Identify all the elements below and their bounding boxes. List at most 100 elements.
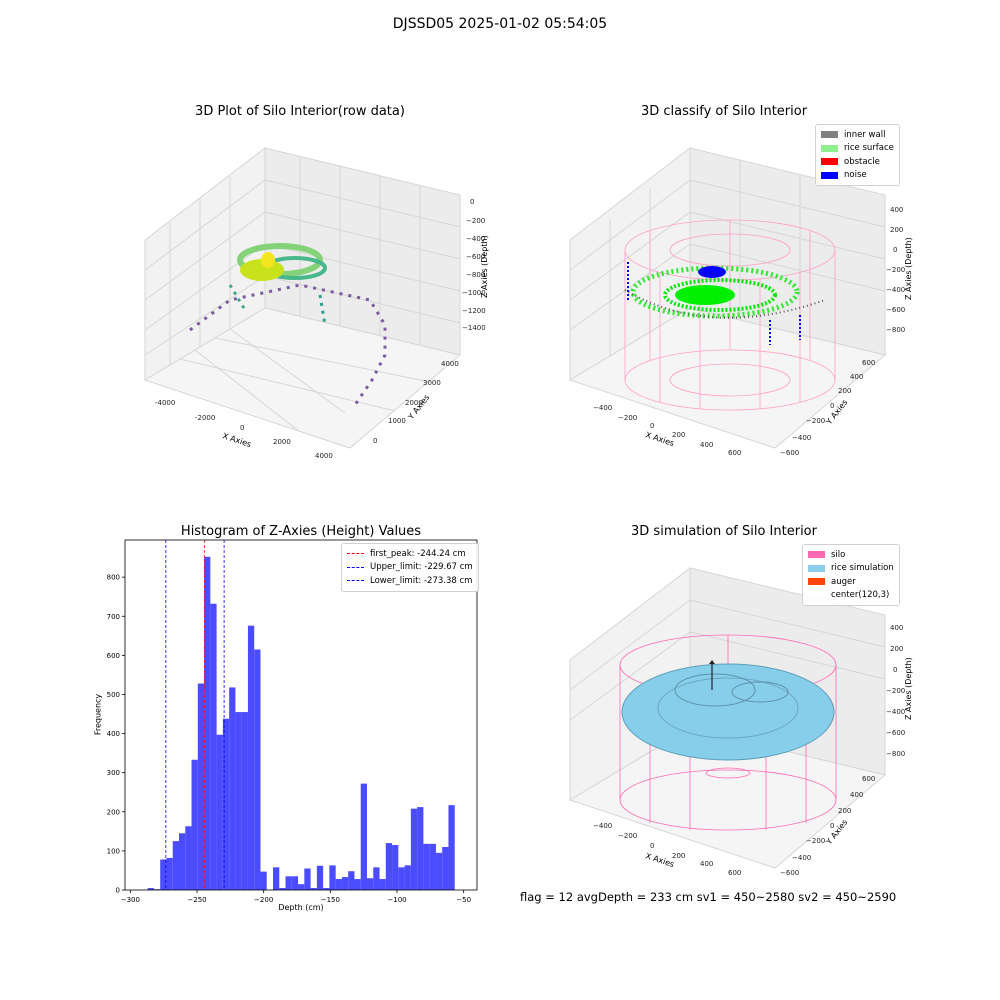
histogram-bar [185, 826, 192, 890]
raw-x-tick: 4000 [315, 452, 333, 460]
legend-entry-center: center(120,3) [831, 590, 890, 601]
silo-wireframe [624, 219, 836, 411]
sim-y-tick: 600 [862, 775, 875, 783]
histogram-y-tick-label: 0 [116, 887, 120, 895]
classify-x-tick: 0 [650, 422, 654, 430]
histogram-bar [166, 857, 173, 890]
sim-x-tick: 600 [728, 869, 741, 877]
raw-x-tick: -4000 [155, 399, 175, 407]
histogram-bar [229, 687, 236, 890]
legend-entry-inner-wall: inner wall [821, 128, 894, 142]
histogram-bar [442, 846, 449, 890]
classify-y-tick: 400 [850, 373, 863, 381]
simulation-plot-title: 3D simulation of Silo Interior [631, 524, 817, 539]
histogram-bar [160, 859, 167, 890]
sim-y-tick: −200 [806, 837, 825, 845]
histogram-bar [385, 843, 393, 890]
sim-x-tick: 400 [700, 860, 713, 868]
histogram-bar [172, 841, 179, 890]
status-line: flag = 12 avgDepth = 233 cm sv1 = 450~25… [520, 890, 897, 904]
raw-y-tick: 2000 [405, 399, 423, 407]
histogram-bar [348, 871, 355, 890]
raw-z-label: Z Axies (Depth) [480, 235, 489, 298]
histogram-bar [291, 876, 299, 890]
simulation-tick-labels: −400 −200 0 200 400 600 −600 −400 −200 0… [593, 624, 905, 877]
histogram-bar [423, 843, 430, 890]
histogram-bar [210, 603, 217, 890]
histogram-bar [354, 879, 361, 890]
histogram-bar [398, 867, 405, 890]
simulation-3d-plot: −400 −200 0 200 400 600 −600 −400 −200 0… [568, 566, 913, 877]
legend-entry-silo: silo [808, 548, 894, 562]
histogram-bar [298, 884, 305, 890]
legend-entry-noise: noise [821, 169, 894, 183]
sim-x-label: X Axies [644, 851, 675, 869]
histogram-bar [304, 868, 311, 890]
sim-z-label: Z Axies (Depth) [904, 657, 913, 720]
histogram-bars [147, 556, 455, 890]
histogram-bar [360, 783, 367, 890]
histogram-x-label: Depth (cm) [278, 903, 324, 912]
histogram-bar [448, 805, 455, 890]
histogram-frame [124, 539, 478, 891]
raw-plot-title: 3D Plot of Silo Interior(row data) [195, 104, 405, 119]
classify-z-tick: −200 [886, 266, 905, 274]
histogram-y-tick-label: 800 [107, 574, 120, 582]
classify-x-tick: 600 [728, 449, 741, 457]
raw-x-tick: -2000 [195, 414, 215, 422]
histogram-y-tick-label: 200 [107, 808, 120, 816]
histogram-y-tick-label: 600 [107, 652, 120, 660]
histogram-title: Histogram of Z-Axies (Height) Values [180, 524, 422, 539]
histogram-bar [323, 888, 330, 890]
histogram-bar [316, 865, 324, 890]
legend-entry-auger: auger [808, 575, 894, 589]
raw-y-tick: 1000 [388, 417, 406, 425]
histogram-bar [341, 877, 349, 890]
sim-z-tick: −800 [886, 750, 905, 758]
histogram-bar [310, 888, 317, 890]
sim-z-tick: 200 [890, 645, 903, 653]
simulation-legend: silo rice simulation auger center(120,3) [802, 544, 900, 606]
histogram-x-tick-label: −250 [187, 896, 206, 904]
histogram-axes: −300 −250 −200 −150 −100 −50 0 100 200 300 400 500 6… [107, 574, 471, 904]
classify-y-tick: 0 [830, 402, 834, 410]
raw-tick-labels: -4000 -2000 0 2000 4000 0 1000 2000 3000… [155, 198, 486, 460]
sim-x-tick: −400 [593, 822, 612, 830]
histogram-bar [329, 865, 336, 890]
sim-y-tick: 400 [850, 791, 863, 799]
classify-x-tick: −200 [618, 414, 637, 422]
histogram-bar [379, 879, 386, 890]
raw-z-tick: −400 [466, 235, 485, 243]
sim-x-tick: −200 [618, 832, 637, 840]
histogram-legend: first_peak: -244.24 cm Upper_limit: -229… [341, 543, 479, 592]
raw-y-tick: 4000 [441, 360, 459, 368]
classify-tick-labels: −400 −200 0 200 400 600 −600 −400 −200 0… [593, 206, 905, 457]
histogram-x-tick-label: −200 [254, 896, 273, 904]
histogram-reference-lines [165, 540, 225, 890]
legend-entry-upper-limit: Upper_limit: -229.67 cm [347, 561, 473, 575]
raw-x-tick: 0 [240, 424, 244, 432]
sim-y-tick: 200 [838, 807, 851, 815]
classify-z-tick: 0 [893, 246, 897, 254]
legend-entry-rice-surface: rice surface [821, 142, 894, 156]
histogram-bar [417, 807, 424, 890]
classify-y-tick: 200 [838, 387, 851, 395]
legend-entry-obstacle: obstacle [821, 155, 894, 169]
raw-z-tick: −600 [466, 253, 485, 261]
classify-z-tick: −400 [886, 286, 905, 294]
legend-entry-rice-simulation: rice simulation [808, 562, 894, 576]
histogram-bar [204, 556, 211, 890]
histogram-y-tick-label: 300 [107, 769, 120, 777]
histogram-bar [191, 759, 198, 890]
histogram-bar [335, 879, 342, 890]
histogram-bar [410, 808, 418, 890]
sim-z-tick: 0 [893, 666, 897, 674]
classify-plot-title: 3D classify of Silo Interior [640, 104, 808, 119]
sim-y-tick: 0 [830, 822, 834, 830]
histogram-x-tick-label: −100 [387, 896, 406, 904]
classify-x-tick: 400 [700, 441, 713, 449]
histogram-bar [147, 888, 154, 890]
sim-y-tick: −400 [792, 854, 811, 862]
histogram-bar [373, 867, 380, 890]
classify-z-label: Z Axies (Depth) [904, 237, 913, 300]
